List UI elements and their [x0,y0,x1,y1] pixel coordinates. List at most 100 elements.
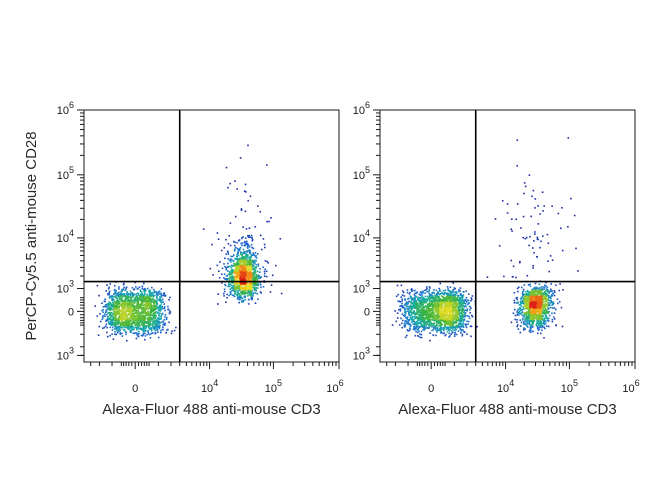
data-point [420,319,422,322]
data-point [547,290,550,292]
data-point [246,250,249,253]
data-point [439,326,442,328]
data-point [545,288,548,290]
data-point [404,323,407,326]
data-point [139,299,142,301]
data-point [234,180,236,182]
data-point [138,286,141,288]
data-point [430,309,432,311]
data-point [546,319,549,322]
data-point [109,334,111,337]
data-point [557,212,560,215]
data-point [245,272,247,275]
data-point [429,310,431,313]
data-point [540,240,542,243]
data-point [531,290,534,292]
data-point [452,297,454,299]
data-point [522,300,524,303]
data-point [129,318,131,320]
data-point [525,314,528,317]
data-point [163,292,166,294]
data-point [418,299,420,302]
data-point [110,295,113,298]
data-point [129,308,131,310]
data-point [130,322,132,325]
data-point [114,285,116,287]
data-point [422,318,424,320]
data-point [129,311,131,313]
data-point [410,307,412,310]
data-point [457,317,460,319]
data-point [401,326,403,329]
data-point [116,331,119,333]
data-point [240,253,242,256]
data-point [404,325,407,327]
data-point [120,316,123,319]
data-point [244,252,247,255]
data-point [539,318,541,321]
data-point [529,331,532,334]
data-point [463,301,465,303]
data-point [123,293,126,295]
data-point [428,325,430,327]
data-point [539,246,541,249]
data-point [128,322,130,325]
data-point [225,166,228,169]
data-point [411,299,413,301]
data-point [152,312,155,315]
data-point [107,288,110,290]
data-point [435,316,438,318]
data-point [432,296,434,299]
data-point [458,300,460,303]
tick-label: 0 [132,383,138,395]
data-point [459,323,462,326]
data-point [246,295,249,297]
data-point [519,303,522,306]
data-point [522,308,525,310]
data-point [404,314,407,317]
data-point [436,302,439,305]
data-point [524,323,526,325]
data-point [443,293,445,296]
data-point [539,290,542,293]
data-point [235,271,238,274]
data-point [537,314,540,317]
data-point [428,312,431,315]
data-point [239,278,241,280]
data-point [247,288,249,290]
data-point [555,284,557,286]
data-point [428,297,430,299]
data-point [227,262,229,265]
data-point [147,323,150,326]
data-point [149,314,151,317]
data-point [546,317,549,319]
data-point [420,304,422,306]
data-point [547,325,550,328]
data-point [567,137,570,139]
data-point [443,299,445,301]
data-point [553,316,555,318]
data-point [222,292,225,295]
data-point [107,320,110,323]
data-point [532,322,534,324]
data-point [529,324,532,326]
data-point [247,274,249,276]
data-point [523,314,525,316]
data-point [173,329,176,332]
data-point [126,339,128,342]
data-point [250,244,253,246]
data-point [550,283,552,285]
data-point [466,333,468,335]
data-point [136,296,138,298]
data-point [237,254,240,257]
data-point [156,306,158,309]
data-point [520,296,523,299]
data-point [103,314,105,317]
data-point [537,290,540,293]
data-point [439,320,441,323]
data-point [413,315,416,318]
data-point [543,321,545,323]
data-point [420,305,423,307]
data-point [413,293,416,296]
